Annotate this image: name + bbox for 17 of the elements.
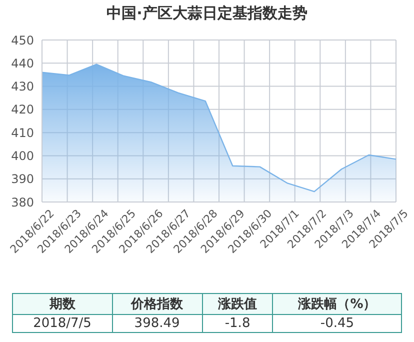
y-tick-label: 420 — [11, 102, 34, 117]
y-tick-label: 450 — [11, 33, 34, 48]
text: -1.8 — [202, 314, 273, 332]
y-tick-label: 400 — [11, 148, 34, 163]
y-tick-label: 440 — [11, 56, 34, 70]
text: -0.45 — [272, 314, 402, 332]
text: 2018/7/5 — [12, 314, 112, 332]
text: 涨跌幅（%） — [272, 294, 402, 314]
y-tick-label: 430 — [11, 80, 34, 94]
y-tick-label: 410 — [11, 126, 34, 140]
y-tick-label: 380 — [11, 195, 34, 210]
chart-title: 中国·产区大蒜日定基指数走势 — [106, 4, 308, 23]
text: 398.49 — [112, 314, 202, 332]
text: 期数 — [12, 294, 112, 314]
text: 价格指数 — [112, 294, 202, 314]
y-tick-label: 390 — [11, 172, 34, 186]
text: 涨跌值 — [202, 294, 273, 314]
